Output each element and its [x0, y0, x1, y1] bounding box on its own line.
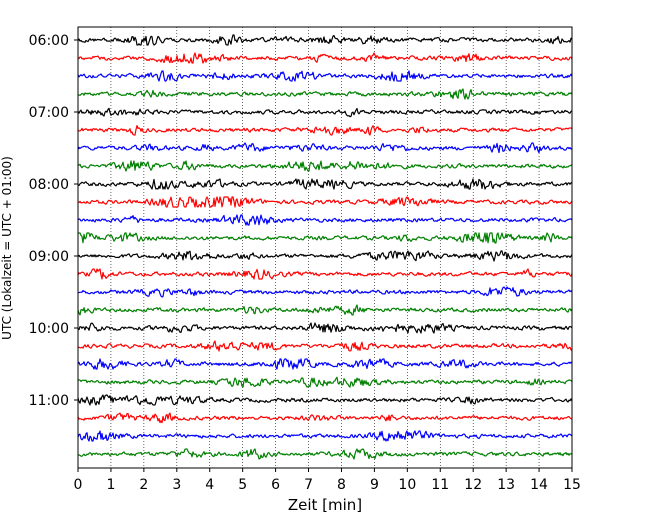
seismogram-trace [77, 160, 573, 172]
x-tick-label: 12 [464, 477, 482, 493]
x-tick-label: 3 [172, 477, 181, 493]
seismogram-trace [77, 340, 573, 352]
seismogram-trace [77, 34, 573, 46]
seismogram-trace [77, 430, 573, 442]
seismogram-trace [77, 142, 573, 154]
seismogram-trace [77, 268, 573, 280]
x-tick-label: 7 [304, 477, 313, 493]
plot-frame [77, 26, 573, 469]
x-tick-label: 6 [271, 477, 280, 493]
seismogram-trace [77, 178, 573, 190]
seismogram-trace [77, 376, 573, 388]
x-tick-label: 2 [139, 477, 148, 493]
seismogram-trace [77, 232, 573, 244]
y-tick-label: 08:00 [29, 177, 69, 193]
y-axis-label: UTC (Lokalzeit = UTC + 01:00) [0, 156, 14, 340]
y-tick-label: 06:00 [29, 33, 69, 49]
x-tick-label: 13 [497, 477, 515, 493]
seismogram-trace [77, 286, 573, 298]
seismogram-trace [77, 196, 573, 208]
y-tick-label: 09:00 [29, 249, 69, 265]
y-tick-label: 11:00 [29, 393, 69, 409]
x-tick-label: 8 [337, 477, 346, 493]
x-tick-label: 14 [530, 477, 548, 493]
seismogram-trace [77, 124, 573, 136]
y-tick-label: 07:00 [29, 105, 69, 121]
seismogram-trace [77, 358, 573, 370]
seismogram-trace [77, 214, 573, 226]
y-tick-label: 10:00 [29, 321, 69, 337]
trace-layer [77, 34, 573, 460]
x-tick-label: 11 [431, 477, 449, 493]
seismogram-trace [77, 394, 573, 406]
seismogram-trace [77, 70, 573, 82]
x-tick-label: 0 [74, 477, 83, 493]
x-axis-ticks: 0 1 2 3 4 5 6 7 8 9 10 11 12 13 14 15 [74, 468, 581, 493]
x-axis-label: Zeit [min] [288, 496, 362, 514]
seismogram-trace [77, 250, 573, 262]
seismogram-trace [77, 448, 573, 460]
seismogram-trace [77, 88, 573, 100]
seismogram-trace [77, 107, 573, 118]
x-tick-label: 15 [563, 477, 581, 493]
y-axis-ticks: 06:00 07:00 08:00 09:00 10:00 11:00 [29, 33, 78, 409]
x-tick-label: 10 [398, 477, 416, 493]
x-tick-label: 9 [370, 477, 379, 493]
seismogram-trace [77, 52, 573, 64]
seismogram-trace [77, 304, 573, 316]
x-tick-label: 1 [106, 477, 115, 493]
seismogram-trace [77, 412, 573, 424]
x-tick-label: 4 [205, 477, 214, 493]
x-tick-label: 5 [238, 477, 247, 493]
seismogram-trace [77, 322, 573, 334]
